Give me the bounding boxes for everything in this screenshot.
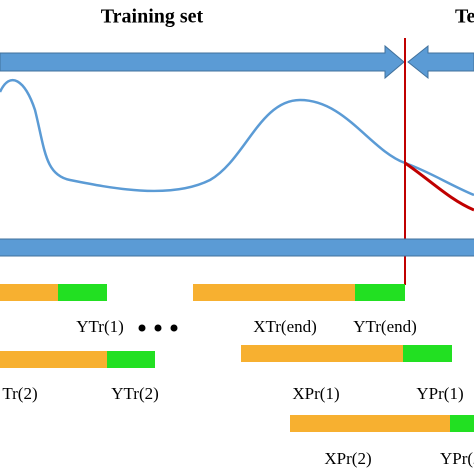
test-arrow <box>407 44 474 80</box>
series-curve <box>0 78 474 197</box>
training-title: Training set <box>101 6 204 28</box>
timeline-bar <box>0 238 474 257</box>
window-label: YTr(1) <box>76 317 124 336</box>
ellipsis-dot <box>138 324 146 332</box>
test-title: Te <box>455 6 474 28</box>
window-label: YPr(1) <box>416 384 463 403</box>
window-label: YTr(2) <box>111 384 159 403</box>
output-window <box>107 351 155 368</box>
input-window <box>290 415 450 432</box>
output-window <box>450 415 474 432</box>
input-window <box>193 284 355 301</box>
window-label: XTr(end) <box>253 317 317 336</box>
window-label: Tr(2) <box>2 384 37 403</box>
ellipsis-dot <box>170 324 178 332</box>
window-label: YTr(end) <box>353 317 417 336</box>
output-window <box>355 284 405 301</box>
window-label: XPr(1) <box>292 384 339 403</box>
output-window <box>58 284 107 301</box>
training-arrow <box>0 44 405 80</box>
prediction-curve <box>404 161 474 212</box>
window-label: XPr(2) <box>324 449 371 468</box>
input-window <box>0 284 58 301</box>
window-label: YPr(2) <box>440 449 474 468</box>
output-window <box>403 345 452 362</box>
ellipsis-dot <box>154 324 162 332</box>
input-window <box>0 351 107 368</box>
input-window <box>241 345 403 362</box>
